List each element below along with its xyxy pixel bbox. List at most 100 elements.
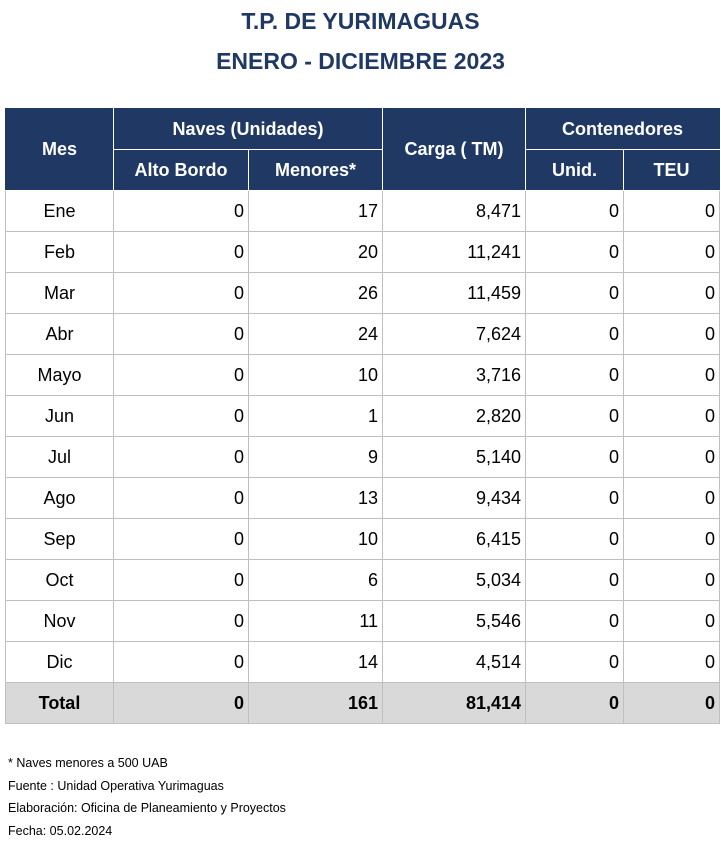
header-carga: Carga ( TM) [383,109,526,191]
cell-carga: 2,820 [383,396,526,437]
cell-alto-bordo: 0 [114,355,249,396]
cell-menores: 11 [249,601,383,642]
cell-unid: 0 [526,519,624,560]
cell-alto-bordo: 0 [114,683,249,724]
cell-menores: 14 [249,642,383,683]
header-contenedores: Contenedores [526,109,720,150]
cell-mes: Jul [6,437,114,478]
cell-menores: 24 [249,314,383,355]
cell-unid: 0 [526,437,624,478]
cell-carga: 3,716 [383,355,526,396]
cell-alto-bordo: 0 [114,642,249,683]
note-fecha: Fecha: 05.02.2024 [8,820,286,842]
cell-mes: Mar [6,273,114,314]
header-unid: Unid. [526,150,624,191]
cell-mes: Ago [6,478,114,519]
cell-unid: 0 [526,683,624,724]
cell-menores: 26 [249,273,383,314]
cell-carga: 5,140 [383,437,526,478]
cell-carga: 11,241 [383,232,526,273]
note-elaboracion: Elaboración: Oficina de Planeamiento y P… [8,797,286,820]
cell-mes: Oct [6,560,114,601]
cell-alto-bordo: 0 [114,601,249,642]
cell-menores: 20 [249,232,383,273]
cell-alto-bordo: 0 [114,437,249,478]
cell-unid: 0 [526,314,624,355]
cell-alto-bordo: 0 [114,314,249,355]
cell-carga: 4,514 [383,642,526,683]
cell-unid: 0 [526,273,624,314]
header-teu: TEU [624,150,720,191]
cell-menores: 161 [249,683,383,724]
cell-menores: 9 [249,437,383,478]
cell-teu: 0 [624,191,720,232]
cell-carga: 81,414 [383,683,526,724]
cell-teu: 0 [624,560,720,601]
cell-mes: Abr [6,314,114,355]
cell-alto-bordo: 0 [114,232,249,273]
cell-menores: 13 [249,478,383,519]
cell-menores: 10 [249,355,383,396]
cell-menores: 10 [249,519,383,560]
cell-menores: 17 [249,191,383,232]
note-fuente: Fuente : Unidad Operativa Yurimaguas [8,775,286,798]
cell-mes: Total [6,683,114,724]
cell-teu: 0 [624,437,720,478]
cell-carga: 6,415 [383,519,526,560]
cell-teu: 0 [624,478,720,519]
cell-mes: Jun [6,396,114,437]
cell-carga: 8,471 [383,191,526,232]
cell-unid: 0 [526,396,624,437]
port-statistics-table: Mes Naves (Unidades) Carga ( TM) Contene… [5,108,720,724]
cell-teu: 0 [624,519,720,560]
cell-teu: 0 [624,396,720,437]
cell-unid: 0 [526,560,624,601]
cell-teu: 0 [624,314,720,355]
header-alto-bordo: Alto Bordo [114,150,249,191]
cell-unid: 0 [526,601,624,642]
cell-alto-bordo: 0 [114,519,249,560]
cell-mes: Sep [6,519,114,560]
cell-mes: Nov [6,601,114,642]
cell-alto-bordo: 0 [114,191,249,232]
cell-unid: 0 [526,355,624,396]
cell-teu: 0 [624,683,720,724]
title-line-2: ENERO - DICIEMBRE 2023 [0,48,721,75]
cell-carga: 9,434 [383,478,526,519]
cell-teu: 0 [624,232,720,273]
cell-menores: 1 [249,396,383,437]
cell-carga: 11,459 [383,273,526,314]
cell-teu: 0 [624,642,720,683]
note-naves-menores: * Naves menores a 500 UAB [8,752,286,775]
cell-alto-bordo: 0 [114,273,249,314]
footnotes: * Naves menores a 500 UAB Fuente : Unida… [8,752,286,842]
cell-unid: 0 [526,232,624,273]
cell-unid: 0 [526,191,624,232]
cell-carga: 5,034 [383,560,526,601]
cell-menores: 6 [249,560,383,601]
cell-mes: Feb [6,232,114,273]
cell-mes: Mayo [6,355,114,396]
cell-carga: 7,624 [383,314,526,355]
cell-mes: Ene [6,191,114,232]
header-menores: Menores* [249,150,383,191]
cell-alto-bordo: 0 [114,478,249,519]
header-mes: Mes [6,109,114,191]
cell-carga: 5,546 [383,601,526,642]
cell-teu: 0 [624,273,720,314]
cell-unid: 0 [526,478,624,519]
